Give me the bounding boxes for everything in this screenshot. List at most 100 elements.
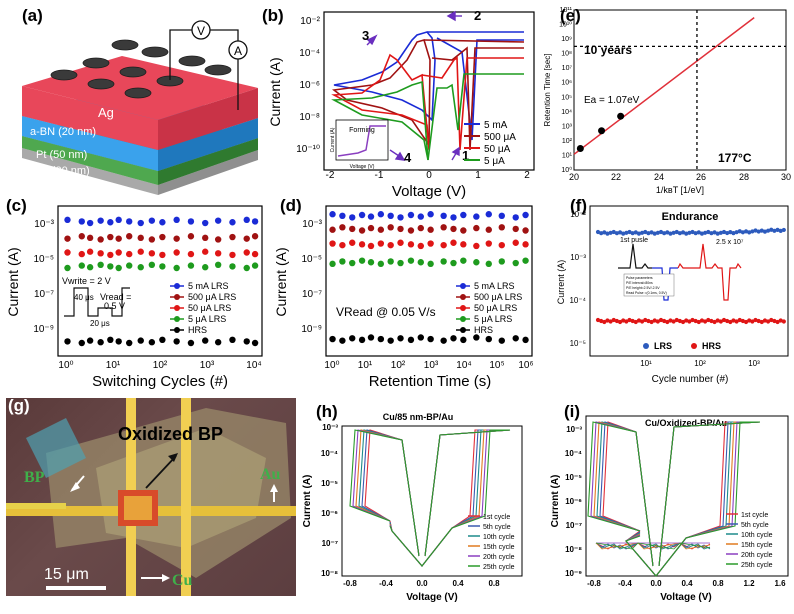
data-point: [187, 339, 195, 347]
hrs-point: [621, 318, 626, 323]
data-point: [251, 339, 259, 347]
legend-marker: [174, 327, 180, 333]
lrs-point: [753, 228, 758, 233]
legend-label: 5th cycle: [741, 522, 769, 529]
data-point: [358, 211, 366, 219]
lrs-point: [725, 230, 730, 236]
svg-text:2: 2: [524, 170, 530, 181]
hrs-point: [769, 317, 774, 323]
data-point: [173, 235, 180, 242]
y-tick-label: 10¹: [562, 152, 573, 159]
data-point: [485, 211, 492, 218]
data-point: [126, 339, 133, 347]
lrs-point: [699, 231, 705, 236]
legend-label: 500 μA LRS: [188, 292, 236, 302]
hrs-point: [712, 319, 717, 325]
svg-text:10⁻⁶: 10⁻⁶: [321, 509, 338, 518]
h-ylabel: Current (A): [302, 475, 313, 528]
data-point: [148, 250, 156, 257]
data-point: [367, 224, 375, 232]
data-point: [427, 240, 434, 247]
data-point: [512, 335, 519, 342]
lrs-point: [690, 229, 695, 235]
svg-text:20: 20: [569, 172, 579, 182]
data-point: [498, 212, 505, 220]
data-point: [187, 218, 195, 225]
legend-label: 5th cycle: [483, 524, 511, 531]
svg-text:10⁻⁵: 10⁻⁵: [570, 339, 586, 348]
b-xlabel: Voltage (V): [392, 183, 466, 200]
svg-text:10¹: 10¹: [106, 360, 121, 371]
lrs-point: [614, 231, 619, 236]
data-point: [97, 250, 104, 257]
hrs-point: [602, 319, 607, 325]
data-point: [460, 257, 467, 264]
data-point: [485, 226, 492, 233]
lrs-point: [624, 230, 629, 235]
layer-ti: Ti (30 nm): [40, 165, 90, 177]
data-point: [86, 248, 94, 255]
data-point: [173, 338, 180, 345]
data-point: [78, 262, 85, 269]
lrs-point: [671, 230, 676, 235]
lrs-point: [772, 228, 777, 233]
data-point: [229, 219, 236, 226]
data-point: [251, 218, 259, 225]
data-point: [460, 227, 467, 234]
legend-label: 15th cycle: [483, 544, 515, 551]
lrs-point: [665, 230, 670, 235]
panel-b: (b) -2 -1 0 1 2 10⁻¹⁰ 10⁻⁸ 10⁻⁶ 10⁻⁴ 10⁻…: [262, 0, 540, 200]
legend-marker: [174, 316, 180, 322]
lrs-point: [646, 231, 651, 236]
t20-label: 20 μs: [90, 319, 110, 328]
hrs-point: [772, 318, 777, 324]
lrs-point: [658, 229, 664, 235]
hrs-point: [759, 319, 764, 325]
data-point: [498, 224, 505, 231]
hrs-point: [652, 318, 657, 323]
data-point: [202, 264, 209, 271]
svg-text:10⁻⁵: 10⁻⁵: [33, 254, 54, 265]
panel-g-label: (g): [8, 396, 30, 415]
y-tick-label: 10¹¹: [560, 7, 573, 14]
data-point: [397, 239, 404, 246]
legend-label: 20th cycle: [741, 552, 773, 559]
svg-text:LRS: LRS: [654, 341, 672, 351]
svg-text:10²: 10²: [694, 359, 706, 368]
data-point: [339, 212, 346, 220]
temp-label: 177°C: [718, 151, 752, 165]
noise-trace: [595, 542, 711, 550]
hrs-point: [753, 317, 758, 323]
data-point: [367, 259, 375, 266]
hrs-point: [693, 318, 698, 324]
data-point: [387, 258, 394, 265]
data-point: [349, 214, 356, 221]
lrs-point: [599, 231, 604, 236]
hrs-point: [690, 317, 695, 323]
data-point: [137, 264, 144, 271]
data-point: [349, 239, 356, 246]
data-point: [115, 264, 122, 272]
hrs-point: [709, 318, 714, 324]
data-point: [358, 336, 366, 344]
svg-text:10⁻¹⁰: 10⁻¹⁰: [296, 144, 320, 155]
data-point: [417, 224, 424, 232]
hrs-point: [737, 317, 742, 323]
scale-bar-label: 15 μm: [44, 566, 89, 583]
legend-marker: [460, 316, 466, 322]
data-point: [512, 259, 519, 267]
lrs-point: [652, 231, 657, 236]
svg-text:P/E height=2.5V/-2.5V: P/E height=2.5V/-2.5V: [626, 286, 660, 290]
cycle-count-label: 2.5 x 10⁷: [716, 239, 744, 246]
svg-text:Voltage (V): Voltage (V): [350, 164, 375, 170]
data-point: [427, 335, 434, 343]
legend-label: 500 μA LRS: [474, 292, 522, 302]
svg-text:10⁻⁸: 10⁻⁸: [299, 112, 320, 123]
vread-value: 0.5 V: [104, 301, 125, 311]
vwrite-label: Vwrite = 2 V: [62, 276, 111, 286]
data-point: [115, 216, 122, 224]
lrs-point: [595, 229, 601, 235]
svg-text:10³: 10³: [200, 360, 215, 371]
legend-label: 5 mA LRS: [188, 281, 229, 291]
f-title: Endurance: [662, 211, 719, 223]
